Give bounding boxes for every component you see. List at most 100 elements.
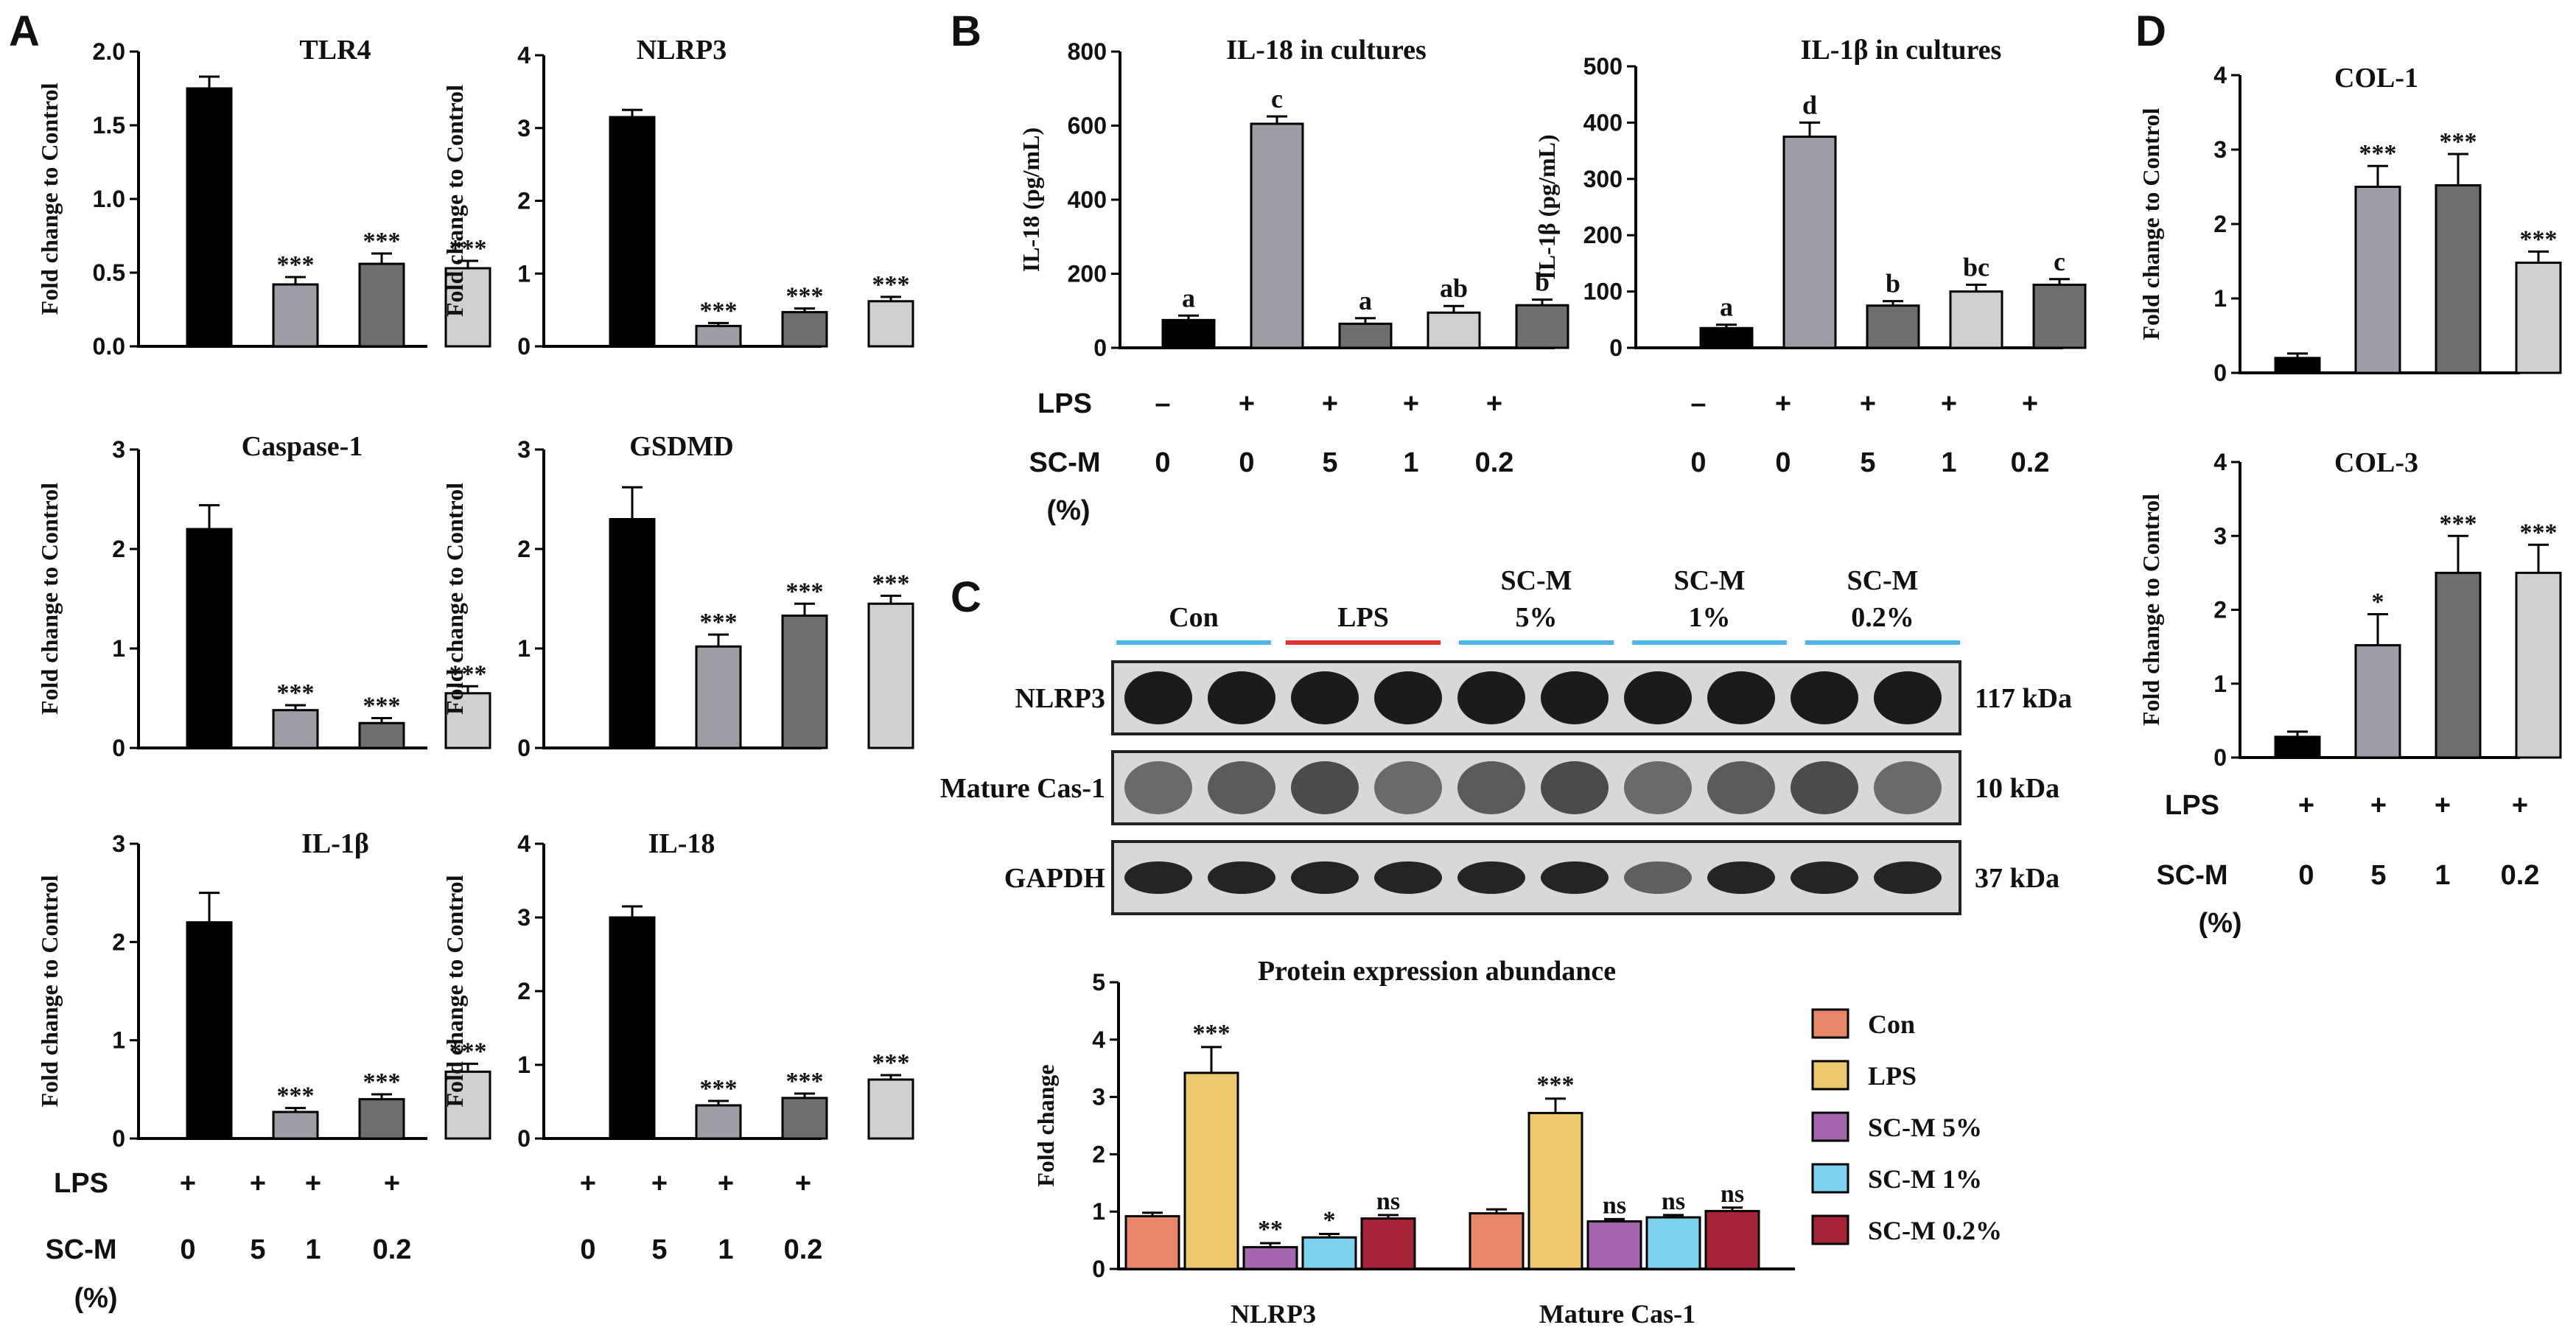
- blot-band: [1874, 861, 1942, 894]
- significance-label: ***: [363, 693, 401, 720]
- significance-label: ***: [786, 283, 824, 310]
- significance-label: ***: [2440, 510, 2477, 537]
- scm-d-label: SC-M: [2156, 860, 2227, 891]
- blot-band: [1791, 861, 1858, 894]
- bar: [272, 283, 319, 348]
- chart-title: IL-1β in cultures: [1801, 35, 2002, 66]
- bar: [186, 528, 233, 749]
- blot-group-label: 0.2%: [1851, 602, 1914, 633]
- significance-label: ***: [449, 1038, 487, 1066]
- y-tick-label: 300: [1583, 166, 1623, 192]
- bar: [867, 1078, 914, 1140]
- significance-label: ***: [277, 679, 315, 707]
- scm-a-value: 5: [250, 1234, 265, 1265]
- lps-a-label: LPS: [54, 1168, 108, 1199]
- chart-c-protein: Protein expression abundance Fold change 0…: [1032, 956, 2002, 1329]
- significance-label: ***: [363, 1069, 401, 1096]
- blot-band: [1291, 861, 1359, 894]
- bar: [1124, 1214, 1180, 1270]
- blot-group-label: SC-M: [1847, 565, 1918, 596]
- lps-a-value: +: [718, 1168, 734, 1199]
- blot-group-label: SC-M: [1673, 565, 1745, 596]
- bar: [1250, 122, 1304, 349]
- y-tick-label: 1: [2213, 285, 2227, 312]
- blot-band: [1541, 671, 1609, 724]
- scm-b-value: 1: [1941, 447, 1956, 478]
- y-tick-label: 0: [1093, 335, 1107, 361]
- chart-a_caspase1: Caspase-1 Fold change to Control 0 1 2 3 *** **…: [36, 431, 491, 761]
- y-tick-label: 0: [517, 1125, 531, 1152]
- bar: [272, 709, 319, 749]
- y-tick-label: 800: [1068, 38, 1107, 65]
- panel-label-d: D: [2135, 7, 2166, 55]
- bar: [272, 1111, 319, 1140]
- bar: [444, 692, 491, 749]
- bar: [1427, 311, 1481, 349]
- blot-band: [1291, 761, 1359, 814]
- y-axis-label: IL-1β (pg/mL): [1533, 134, 1560, 279]
- bar: [444, 1070, 491, 1140]
- condition-labels: LPS + + + + + + + + SC-M 0 5 1 0.2 0 5 1 0.2 (%) LPS – + + + + – +…: [45, 388, 2539, 1314]
- y-axis-label: Fold change to Control: [441, 85, 468, 317]
- bar: [1704, 1209, 1760, 1270]
- chart-d_col1: COL-1 Fold change to Control 0 1 2 3 4 *** *** **…: [2138, 62, 2562, 386]
- bar: [2354, 186, 2401, 374]
- significance-label: a: [1359, 286, 1372, 315]
- significance-label: ns: [1376, 1188, 1400, 1215]
- blot-band: [1457, 761, 1525, 814]
- bar: [2274, 357, 2321, 374]
- blot-band: [1291, 671, 1359, 724]
- chart-title: IL-1β: [301, 828, 369, 859]
- y-tick-label: 1: [1092, 1198, 1105, 1225]
- y-tick-label: 2: [112, 928, 125, 955]
- significance-label: d: [1802, 90, 1817, 119]
- bar: [1699, 326, 1754, 349]
- blot-band: [1707, 671, 1775, 724]
- y-tick-label: 1: [2213, 671, 2227, 697]
- y-tick-label: 0: [2213, 744, 2227, 771]
- scm-b-value: 5: [1860, 447, 1875, 478]
- blot-band: [1624, 861, 1692, 894]
- y-axis-label: Fold change to Control: [441, 875, 468, 1107]
- pct-d-label: (%): [2198, 908, 2241, 939]
- scm-a-value: 0.2: [373, 1234, 412, 1265]
- panel-label-c: C: [951, 573, 981, 621]
- chart-a_gsdmd: GSDMD Fold change to Control 0 1 2 3 *** *** ***: [441, 431, 914, 761]
- bar: [186, 921, 233, 1140]
- bar: [1338, 322, 1393, 349]
- blot-band: [1874, 761, 1942, 814]
- significance-label: ***: [1193, 1020, 1231, 1047]
- legend-swatch: [1811, 1060, 1849, 1091]
- y-tick-label: 4: [2213, 449, 2227, 475]
- y-tick-label: 2: [517, 188, 531, 214]
- lps-b-value: +: [1486, 388, 1502, 419]
- x-category-label: Mature Cas-1: [1539, 1299, 1695, 1329]
- chart-title: NLRP3: [637, 35, 727, 66]
- blot-kda-label: 10 kDa: [1975, 773, 2059, 804]
- significance-label: ***: [786, 1068, 824, 1095]
- bar: [358, 721, 405, 749]
- y-tick-label: 0: [517, 735, 531, 761]
- scm-a-value: 0.2: [784, 1234, 823, 1265]
- significance-label: ***: [277, 251, 315, 279]
- significance-label: ***: [786, 578, 824, 605]
- lps-b-value: –: [1690, 388, 1706, 419]
- lps-a-value: +: [795, 1168, 811, 1199]
- significance-label: **: [1258, 1216, 1283, 1243]
- legend-label: SC-M 5%: [1868, 1113, 1982, 1142]
- blot-band: [1208, 861, 1275, 894]
- significance-label: ***: [449, 235, 487, 262]
- y-tick-label: 3: [517, 115, 531, 141]
- y-tick-label: 2.0: [93, 38, 125, 65]
- bar: [1586, 1220, 1642, 1270]
- significance-label: ab: [1440, 273, 1468, 303]
- y-tick-label: 2: [517, 978, 531, 1004]
- lps-d-value: +: [2512, 790, 2528, 821]
- significance-label: a: [1720, 293, 1733, 322]
- y-tick-label: 400: [1068, 186, 1107, 213]
- bar: [2435, 183, 2482, 374]
- bar: [1301, 1236, 1357, 1270]
- chart-title: GSDMD: [629, 431, 733, 462]
- bar: [781, 614, 828, 749]
